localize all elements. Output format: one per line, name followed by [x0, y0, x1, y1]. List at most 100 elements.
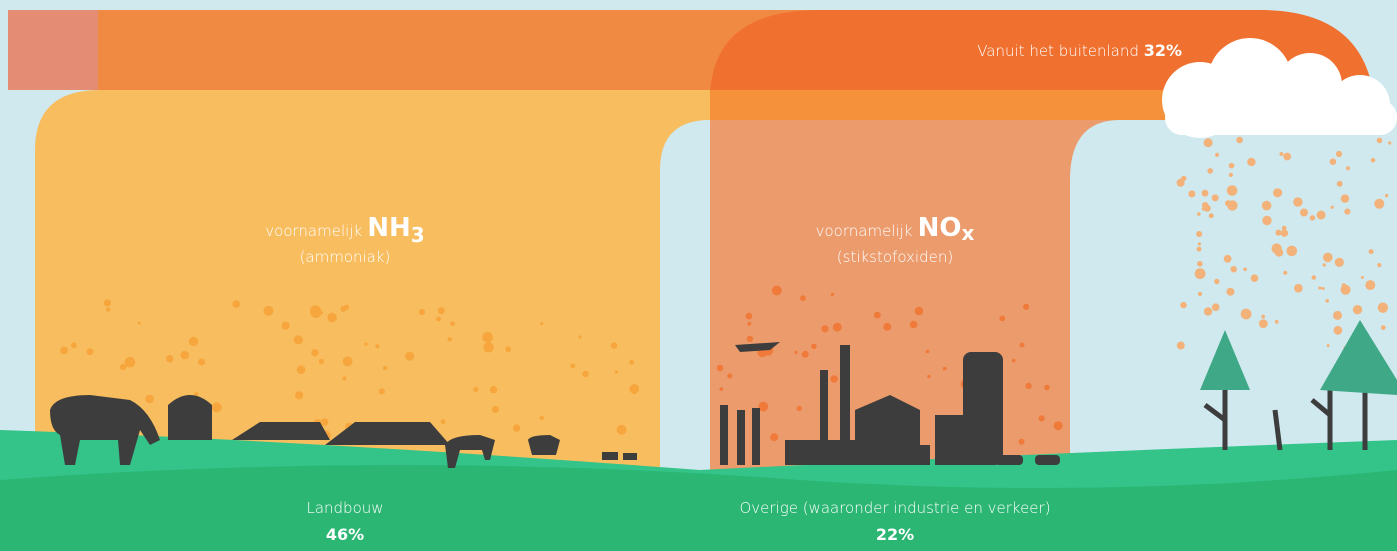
- particle: [1224, 255, 1232, 263]
- particle: [1273, 188, 1282, 197]
- particle: [513, 424, 520, 431]
- other-intro: voornamelijk: [816, 222, 913, 240]
- particle: [327, 313, 336, 322]
- particle: [212, 402, 222, 412]
- particle: [1344, 209, 1350, 215]
- particle: [746, 313, 753, 320]
- particle: [166, 355, 173, 362]
- other-share: 22%: [876, 525, 914, 544]
- particle: [811, 344, 817, 350]
- particle: [321, 418, 329, 426]
- particle: [450, 321, 455, 326]
- agri-label: Landbouw: [306, 499, 383, 517]
- particle: [483, 342, 493, 352]
- foreign-share: 32%: [1144, 41, 1182, 60]
- particle: [747, 322, 751, 326]
- particle: [1197, 212, 1201, 216]
- other-compound: NO: [918, 213, 962, 243]
- particle: [1327, 344, 1330, 347]
- particle: [1020, 343, 1025, 348]
- particle: [482, 332, 493, 343]
- particle: [830, 375, 838, 383]
- particle: [1374, 199, 1384, 209]
- particle: [910, 321, 918, 329]
- particle: [383, 366, 387, 370]
- foreign-text: Vanuit het buitenland 32%: [977, 41, 1182, 60]
- foreign-band-start: [8, 10, 98, 90]
- particle: [831, 293, 834, 296]
- particle: [1197, 261, 1203, 267]
- particle: [1012, 359, 1016, 363]
- particle: [540, 322, 543, 325]
- particle: [1323, 263, 1326, 266]
- particle: [1236, 137, 1243, 144]
- particle: [436, 317, 441, 322]
- particle: [874, 312, 881, 319]
- particle: [1336, 151, 1342, 157]
- particle: [1198, 292, 1202, 296]
- particle: [1317, 211, 1326, 220]
- agri-intro: voornamelijk: [265, 222, 362, 240]
- particle: [1251, 274, 1259, 282]
- particle: [1207, 168, 1213, 174]
- particle: [1229, 173, 1233, 177]
- particle: [473, 387, 478, 392]
- particle: [505, 346, 511, 352]
- particle: [1283, 153, 1291, 161]
- particle: [1275, 248, 1283, 256]
- particle: [282, 322, 290, 330]
- particle: [1202, 190, 1209, 197]
- particle: [145, 395, 154, 404]
- particle: [615, 370, 618, 373]
- particle: [1377, 138, 1383, 144]
- agri-share: 46%: [326, 525, 364, 544]
- particle: [1209, 213, 1214, 218]
- particle: [71, 342, 77, 348]
- particle: [492, 406, 499, 413]
- particle: [1231, 266, 1237, 272]
- particle: [365, 343, 368, 346]
- particle: [1177, 179, 1185, 187]
- particle: [800, 295, 806, 301]
- particle: [943, 367, 947, 371]
- particle: [1323, 253, 1333, 263]
- particle: [1378, 303, 1388, 313]
- particle: [1180, 302, 1186, 308]
- particle: [1335, 258, 1344, 267]
- particle: [340, 306, 346, 312]
- particle: [717, 365, 724, 372]
- particle: [1312, 275, 1317, 280]
- particle: [1195, 268, 1206, 279]
- particle: [611, 342, 618, 349]
- particle: [582, 371, 588, 377]
- particle: [1283, 271, 1287, 275]
- particle: [1322, 287, 1325, 290]
- particle: [883, 323, 891, 331]
- particle: [1310, 215, 1315, 220]
- particle: [379, 388, 385, 394]
- particle: [60, 347, 68, 355]
- particle: [1261, 315, 1265, 319]
- particle: [189, 337, 198, 346]
- particle: [1341, 194, 1349, 202]
- particle: [1281, 229, 1288, 236]
- particle: [342, 377, 346, 381]
- particle: [1287, 246, 1298, 257]
- particle: [1204, 307, 1212, 315]
- particle: [1241, 309, 1252, 320]
- particle: [1388, 141, 1391, 144]
- particle: [319, 359, 324, 364]
- particle: [1300, 209, 1308, 217]
- particle: [1275, 320, 1279, 324]
- particle: [441, 419, 446, 424]
- particle: [540, 416, 544, 420]
- particle: [297, 365, 306, 374]
- foreign-label: Vanuit het buitenland: [977, 42, 1139, 60]
- particle: [343, 357, 353, 367]
- particle: [1276, 230, 1282, 236]
- particle: [772, 286, 782, 296]
- particle: [1341, 285, 1351, 295]
- particle: [1044, 385, 1050, 391]
- particle: [264, 306, 274, 316]
- particle: [794, 351, 797, 354]
